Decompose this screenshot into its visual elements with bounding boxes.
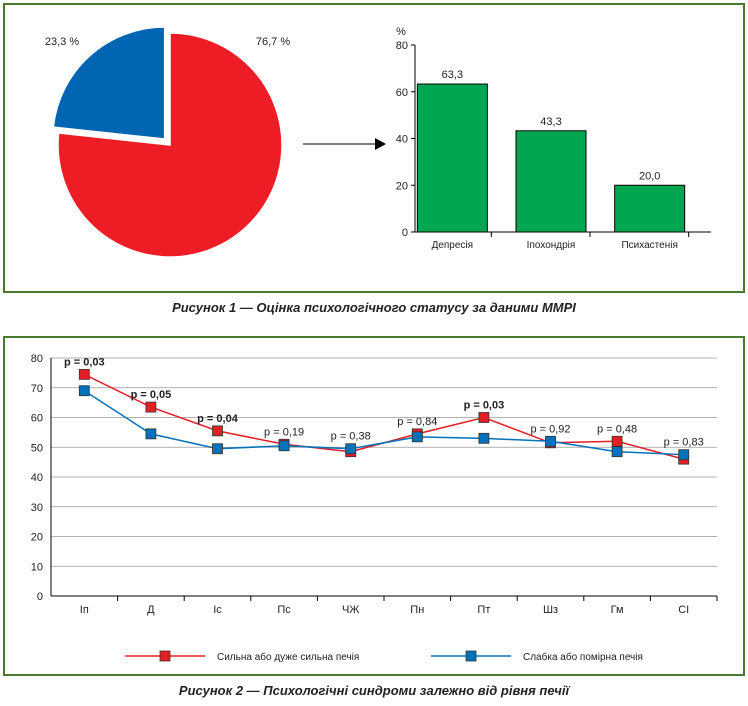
series-point <box>478 412 490 423</box>
series-point <box>145 401 157 413</box>
series-point <box>212 425 223 437</box>
y-tick-label: 10 <box>31 561 43 573</box>
p-value-annotation: p = 0,83 <box>664 437 704 449</box>
series-line <box>83 390 684 456</box>
legend-marker <box>159 650 171 662</box>
x-tick-label: Д <box>147 604 155 616</box>
x-tick-label: Шз <box>543 604 558 616</box>
series-line <box>83 373 684 460</box>
bar-category-label: Іпохондрія <box>527 240 576 251</box>
p-value-annotation: p = 0,03 <box>64 356 105 368</box>
bar-y-tick-label: 60 <box>396 87 408 99</box>
bar-y-tick-label: 40 <box>396 134 408 146</box>
pie-slice-label: 76,7 % <box>256 36 290 48</box>
y-tick-label: 50 <box>31 442 43 454</box>
series-point <box>611 446 623 458</box>
series-point <box>478 432 490 444</box>
series-point <box>145 428 157 440</box>
y-tick-label: 70 <box>31 383 43 395</box>
p-value-annotation: p = 0,92 <box>530 423 570 435</box>
figure1-caption: Рисунок 1 — Оцінка психологічного статус… <box>172 300 576 315</box>
p-value-annotation: p = 0,38 <box>331 431 371 443</box>
bar <box>614 184 686 233</box>
bar-value-label: 43,3 <box>540 116 561 128</box>
series-point <box>411 431 423 443</box>
x-tick-label: Пт <box>477 604 490 616</box>
y-tick-label: 30 <box>31 502 43 514</box>
p-value-annotation: p = 0,03 <box>464 400 505 412</box>
figure2-caption: Рисунок 2 — Психологічні синдроми залежн… <box>178 683 570 698</box>
p-value-annotation: p = 0,84 <box>397 416 437 428</box>
legend-label: Слабка або помірна печія <box>523 651 643 663</box>
series-point <box>78 368 90 380</box>
figure2-panel: 0 10 20 30 40 50 60 70 80 Іп Д Іс Пс ЧЖ Пн Пт Шз Гм СІ p = … <box>3 336 745 676</box>
bar-y-tick-label: 80 <box>396 40 408 52</box>
x-tick-label: СІ <box>678 604 689 616</box>
y-tick-label: 40 <box>31 472 43 484</box>
bar-value-label: 63,3 <box>442 69 463 81</box>
y-tick-label: 0 <box>37 591 43 603</box>
series-point <box>545 435 556 447</box>
x-tick-label: Іс <box>213 604 222 616</box>
bar-value-label: 20,0 <box>639 170 660 182</box>
arrow-head-icon <box>375 138 386 150</box>
x-tick-label: Пс <box>277 604 291 616</box>
p-value-annotation: p = 0,05 <box>131 389 172 401</box>
pie-slice <box>57 32 283 258</box>
y-tick-label: 80 <box>31 353 43 365</box>
bar-y-tick-label: 0 <box>402 227 408 239</box>
series-point <box>678 449 690 461</box>
bar-y-tick-label: 20 <box>396 180 408 192</box>
bar-category-label: Депресія <box>432 240 474 251</box>
pie-slice-label: 23,3 % <box>45 36 79 48</box>
series-point <box>78 385 90 397</box>
bar <box>416 83 488 233</box>
legend-marker <box>465 650 477 662</box>
p-value-annotation: p = 0,19 <box>264 426 304 438</box>
series-point <box>278 440 290 452</box>
figure1-panel: 76,7 % 23,3 %% 0 20 40 60 80 63,3 Депресія 43,3 Іп… <box>3 3 745 293</box>
series-point <box>611 435 623 447</box>
series-point <box>345 443 357 455</box>
pie-slice <box>52 26 166 140</box>
bar <box>515 130 587 233</box>
y-tick-label: 60 <box>31 413 43 425</box>
x-tick-label: Пн <box>410 604 424 616</box>
x-tick-label: ЧЖ <box>342 604 360 616</box>
p-value-annotation: p = 0,48 <box>597 423 637 435</box>
series-point <box>212 443 223 455</box>
bar-ylabel: % <box>396 26 406 38</box>
y-tick-label: 20 <box>31 532 43 544</box>
p-value-annotation: p = 0,04 <box>197 413 239 425</box>
figure1-svg: 76,7 % 23,3 %% 0 20 40 60 80 63,3 Депресія 43,3 Іп… <box>45 26 711 258</box>
figure2-svg: 0 10 20 30 40 50 60 70 80 Іп Д Іс Пс ЧЖ Пн Пт Шз Гм СІ p = … <box>31 353 718 663</box>
legend-label: Сильна або дуже сильна печія <box>217 651 359 663</box>
x-tick-label: Іп <box>80 604 89 616</box>
bar-category-label: Психастенія <box>621 240 677 251</box>
x-tick-label: Гм <box>611 604 624 616</box>
